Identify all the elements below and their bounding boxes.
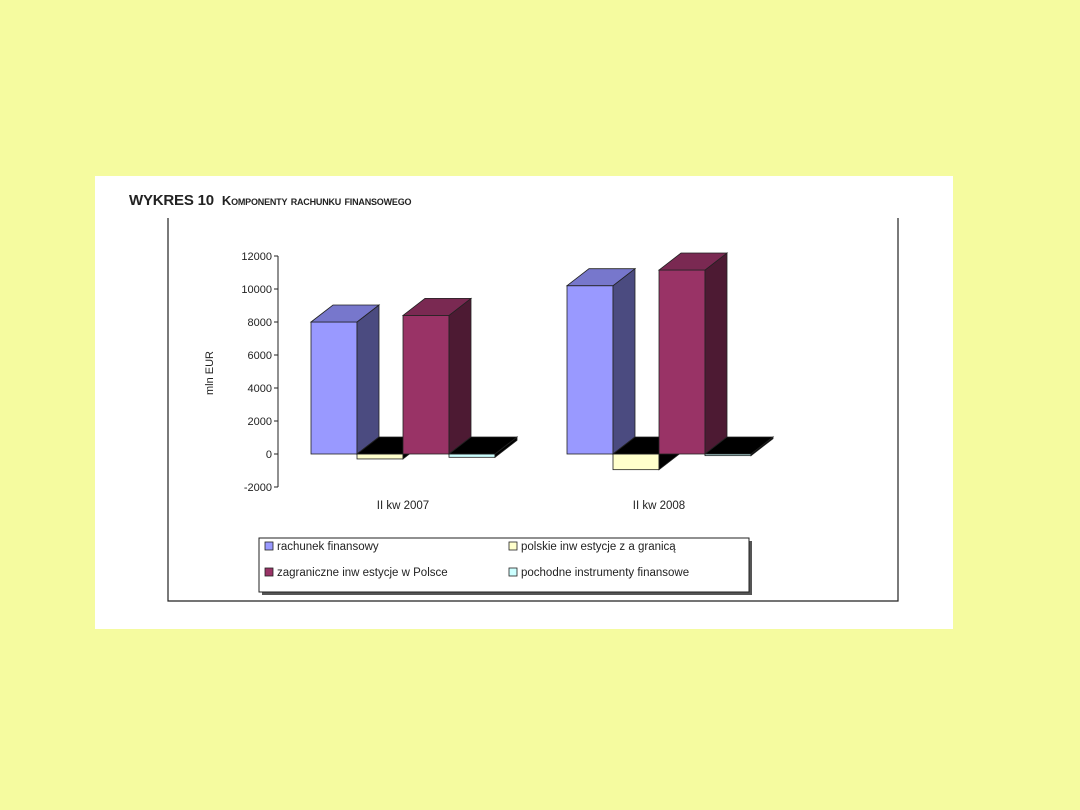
legend-swatch [508, 541, 518, 551]
chart-title-text: Komponenty rachunku finansowego [221, 193, 412, 208]
bar-side [612, 267, 636, 455]
legend-label: polskie inw estycje z a granicą [521, 541, 676, 553]
chart-plot: 12000 10000 8000 6000 4000 2000 0 -2000 mln EUR I… [167, 218, 899, 602]
bar-top [565, 268, 637, 287]
bar-side [448, 297, 472, 455]
bar-side [704, 252, 728, 455]
legend-label: rachunek finansowy [277, 541, 379, 553]
bar-front [612, 453, 660, 471]
legend-label: pochodne instrumenty finansowe [521, 567, 689, 579]
y-tick-label: 2000 [248, 416, 272, 428]
chart-frame [167, 218, 899, 602]
bar-top [703, 436, 775, 455]
bar-top [309, 304, 381, 323]
bar-front [448, 453, 496, 458]
y-tick-label: 0 [266, 449, 272, 461]
bar-top [447, 436, 519, 455]
legend-box [258, 537, 750, 593]
legend-label: zagraniczne inw estycje w Polsce [277, 567, 448, 579]
y-tick-label: 8000 [248, 317, 272, 329]
bar-front [310, 321, 358, 455]
x-category-label: II kw 2007 [377, 500, 429, 512]
chart-card: WYKRES 10 Komponenty rachunku finansowego… [95, 176, 953, 629]
y-tick-label: -2000 [244, 482, 272, 494]
bar-front [658, 269, 706, 455]
x-category-label: II kw 2008 [633, 500, 685, 512]
y-tick-label: 4000 [248, 383, 272, 395]
chart-title: WYKRES 10 Komponenty rachunku finansowego [129, 192, 412, 209]
bar-front [402, 314, 450, 455]
y-tick-label: 6000 [248, 350, 272, 362]
chart-title-prefix: WYKRES 10 [129, 192, 214, 209]
legend-swatch [264, 567, 274, 577]
y-tick-label: 12000 [241, 251, 272, 263]
bar-top [657, 252, 729, 271]
legend-swatch [264, 541, 274, 551]
bar-front [566, 285, 614, 455]
bar-side [356, 304, 380, 455]
y-tick-label: 10000 [241, 284, 272, 296]
bar-top [401, 298, 473, 316]
bar-front [356, 453, 404, 460]
legend-swatch [508, 567, 518, 577]
y-axis-title: mln EUR [204, 351, 216, 395]
